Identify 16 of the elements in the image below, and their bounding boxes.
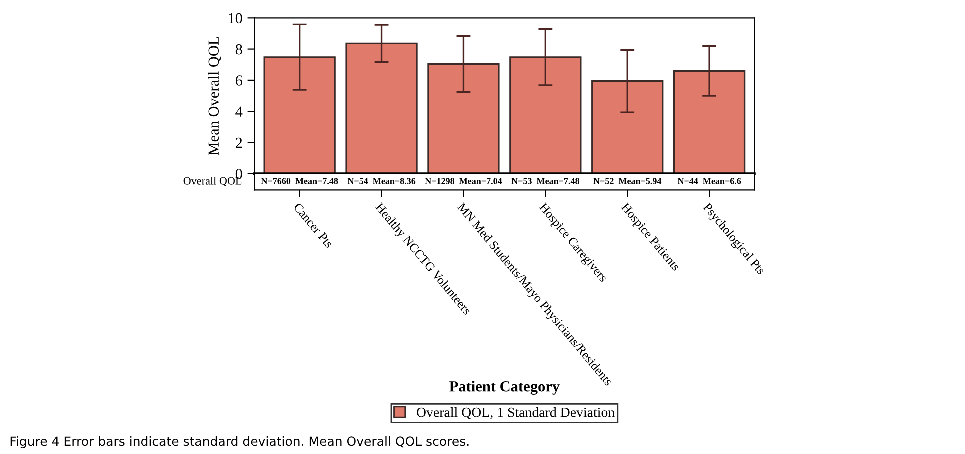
text: Overall QOL [184,177,242,187]
y-tick-label: 4 [236,106,243,117]
data-label: N=52 Mean=5.94 [594,178,662,184]
data-label: N=1298 Mean=7.04 [425,178,502,184]
y-tick-label: 10 [229,13,242,24]
y-tick-label: 8 [236,44,242,55]
y-tick-label: 0 [236,169,242,180]
data-label: N=7660 Mean=7.48 [261,178,338,184]
y-axis-title: Mean Overall QOL [208,37,222,156]
data-label: N=54 Mean=8.36 [348,178,416,184]
caption: Figure 4 Error bars indicate standard deviation. Mean Overall QOL scores. [10,436,469,449]
y-tick-label: 6 [236,76,242,86]
data-label: N=53 Mean=7.48 [512,178,580,184]
y-tick-label: 2 [236,138,242,148]
data-label: N=44 Mean=6.6 [678,178,742,184]
legend-label: Overall QOL, 1 Standard Deviation [417,407,615,420]
